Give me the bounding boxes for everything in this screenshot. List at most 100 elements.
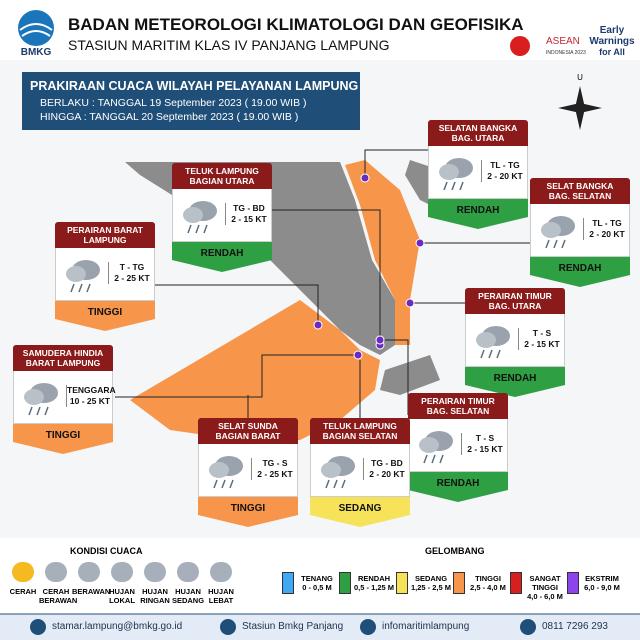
wave-legend-name: EKSTRIM [585,574,619,583]
early: Early [600,25,625,36]
footer-icon [360,619,376,635]
wave-legend-range: 6,0 - 9,0 M [584,583,620,592]
wind-speed: 2 - 25 KT [114,273,150,283]
footer-text: 0811 7296 293 [542,621,608,632]
weather-icon [209,456,243,489]
weather-icon [439,158,473,191]
wind-speed: 2 - 15 KT [231,214,267,224]
weather-icon [541,216,575,249]
wave-legend-label: TENANG 0 - 0,5 M [294,574,340,592]
weather-legend-icon [111,562,133,582]
wave-legend-name: RENDAH [357,574,391,583]
weather-legend-label: BERAWAN [72,587,110,596]
footer-text: Stasiun Bmkg Panjang [242,621,344,632]
compass-label: U [577,73,583,82]
wave-legend-label: EKSTRIM 6,0 - 9,0 M [579,574,625,592]
wind-speed: 2 - 20 KT [487,171,523,181]
wind-direction: T - S [475,433,495,443]
station: STASIUN MARITIM KLAS IV PANJANG LAMPUNG [68,37,390,53]
region-title: TELUK LAMPUNG BAGIAN SELATAN [310,418,410,444]
region-title-line: BARAT LAMPUNG [25,358,101,368]
region-body: T - TG 2 - 25 KT [55,248,155,301]
region-title-line: PERAIRAN TIMUR [421,396,495,406]
weather-legend-icon [177,562,199,582]
wave-legend-range: 2,5 - 4,0 M [470,583,506,592]
early: Warnings [589,36,635,47]
region-card: SELATAN BANGKA BAG. UTARA TL - TG 2 - 20 KT… [428,120,528,229]
region-title-line: SAMUDERA HINDIA [22,348,104,358]
region-title: PERAIRAN TIMUR BAG. UTARA [465,288,565,314]
region-title: SELATAN BANGKA BAG. UTARA [428,120,528,146]
wave-legend-name: TENANG [301,574,333,583]
weather-legend-title: KONDISI CUACA [70,546,143,556]
weather-icon [24,383,58,416]
footer-icon [220,619,236,635]
region-title: PERAIRAN TIMUR BAG. SELATAN [408,393,508,419]
wind: TG - BD 2 - 15 KT [225,203,272,225]
logo-text: BMKG [21,47,52,58]
weather-legend-text: BERAWAN [39,596,78,605]
wave-legend-range: 0,5 - 1,25 M [353,583,395,592]
weather-icon [419,431,453,464]
region-title: SELAT BANGKA BAG. SELATAN [530,178,630,204]
wind-speed: 2 - 25 KT [257,469,293,479]
weather-icon [321,456,355,489]
weather-legend-text: HUJAN [208,587,234,596]
weather-legend-label: CERAH BERAWAN [39,587,78,605]
region-body: TENGGARA 10 - 25 KT [13,371,116,424]
wave-legend-range: 4,0 - 6,0 M [527,592,563,601]
wave-legend-name: SEDANG [414,574,448,583]
region-title: TELUK LAMPUNG BAGIAN UTARA [172,163,272,189]
region-card: SELAT BANGKA BAG. SELATAN TL - TG 2 - 20 KT… [530,178,630,287]
weather-legend-text: HUJAN [175,587,201,596]
wave-band: RENDAH [172,242,272,272]
info-title: PRAKIRAAN CUACA WILAYAH PELAYANAN LAMPUN… [30,79,358,93]
weather-legend-text: RINGAN [140,596,170,605]
wave-legend-name: SANGAT TINGGI [529,574,561,592]
weather-legend-label: HUJAN RINGAN [138,587,172,605]
wind: TG - BD 2 - 20 KT [363,458,410,480]
wave-band: RENDAH [408,472,508,502]
wave-legend-swatch [453,572,465,594]
region-body: TG - BD 2 - 15 KT [172,189,272,242]
compass: U [558,73,602,130]
region-title-line: PERAIRAN BARAT [67,225,143,235]
weather-legend-label: HUJAN SEDANG [171,587,205,605]
footer-icon [30,619,46,635]
wave-legend-label: SANGAT TINGGI 4,0 - 6,0 M [522,574,568,601]
wave-band: RENDAH [530,257,630,287]
region-title-line: BAGIAN BARAT [215,431,281,441]
wave-legend-label: TINGGI 2,5 - 4,0 M [465,574,511,592]
weather-legend-icon [12,562,34,582]
region-title-line: BAGIAN UTARA [189,176,255,186]
wave-legend-range: 0 - 0,5 M [302,583,332,592]
wind-direction: T - S [532,328,552,338]
weather-legend-icon [78,562,100,582]
wave-legend-label: RENDAH 0,5 - 1,25 M [351,574,397,592]
region-title: SELAT SUNDA BAGIAN BARAT [198,418,298,444]
weather-icon [476,326,510,359]
weather-legend-text: HUJAN [109,587,135,596]
info-to: HINGGA : TANGGAL 20 September 2023 ( 19.… [40,111,298,123]
region-title-line: BAG. SELATAN [548,191,612,201]
wave-band: TINGGI [198,497,298,527]
region-title-line: TELUK LAMPUNG [323,421,397,431]
weather-legend-icon [210,562,232,582]
wind-direction: TG - BD [233,203,265,213]
wind: T - TG 2 - 25 KT [108,262,155,284]
wave-legend-swatch [282,572,294,594]
weather-legend-label: CERAH [6,587,40,596]
wind-speed: 2 - 15 KT [467,444,503,454]
region-title-line: BAG. UTARA [488,301,542,311]
region-title: SAMUDERA HINDIA BARAT LAMPUNG [13,345,113,371]
weather-icon [66,260,100,293]
wind-speed: 2 - 15 KT [524,339,560,349]
wave-band: SEDANG [310,497,410,527]
region-title-line: LAMPUNG [83,235,127,245]
